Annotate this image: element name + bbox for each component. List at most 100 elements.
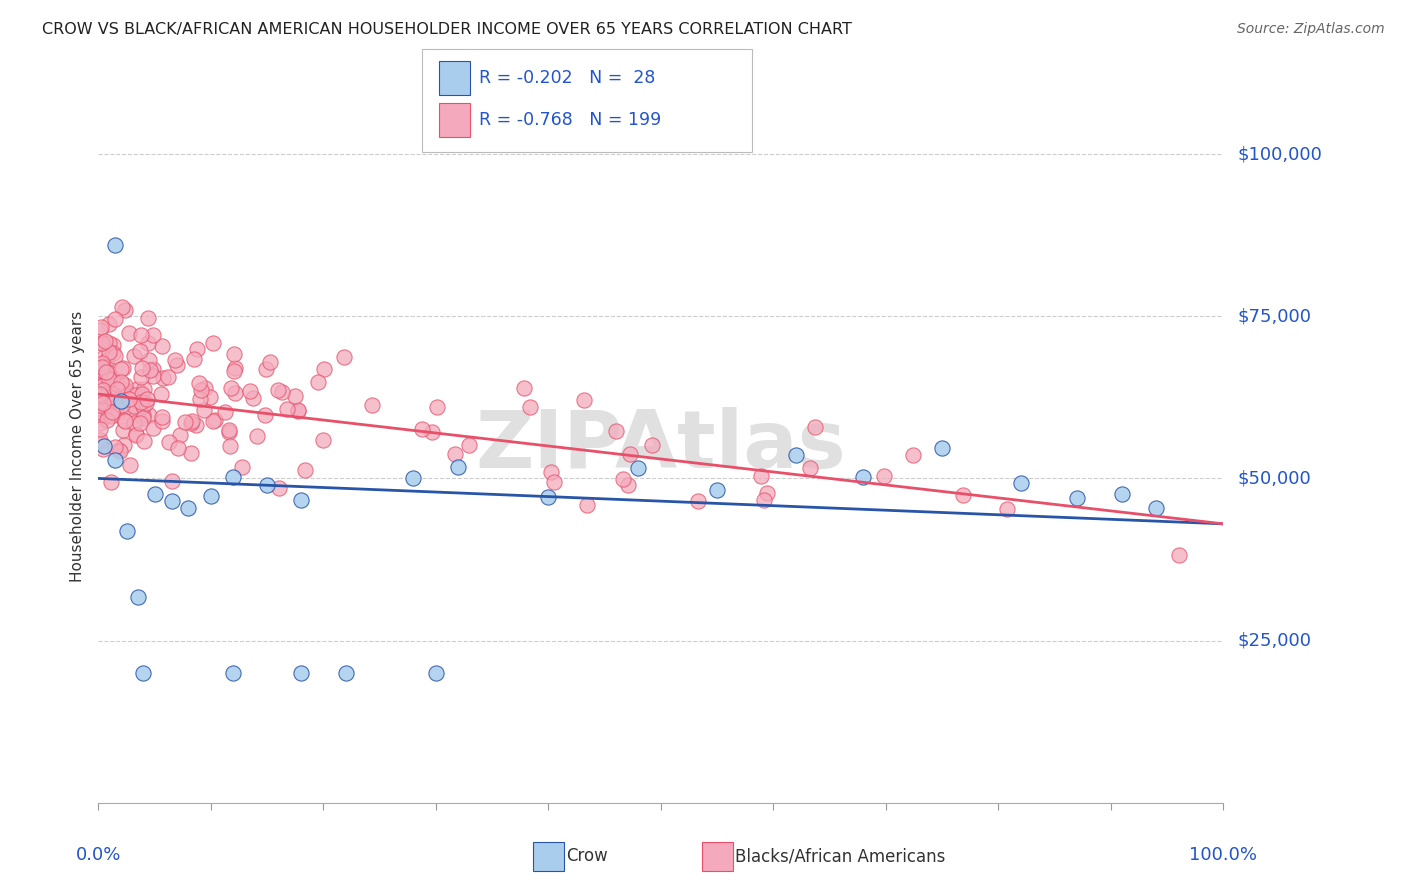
Point xyxy=(91,383,114,397)
Point xyxy=(619,447,641,461)
Point xyxy=(543,475,565,490)
Point xyxy=(129,327,152,342)
Point xyxy=(1144,501,1167,516)
Point xyxy=(166,358,188,372)
Point xyxy=(183,352,205,367)
Point xyxy=(457,438,479,452)
Point xyxy=(90,378,112,392)
Point xyxy=(142,327,165,342)
Point xyxy=(131,387,153,401)
Text: R = -0.202   N =  28: R = -0.202 N = 28 xyxy=(479,69,655,87)
Point xyxy=(150,414,173,428)
Text: Source: ZipAtlas.com: Source: ZipAtlas.com xyxy=(1237,22,1385,37)
Point xyxy=(852,470,875,484)
Point xyxy=(181,414,204,428)
Point xyxy=(117,326,139,341)
Text: Crow: Crow xyxy=(567,847,609,865)
Point xyxy=(271,385,294,400)
Point xyxy=(173,415,195,429)
Text: $50,000: $50,000 xyxy=(1237,469,1310,487)
Point xyxy=(426,400,449,414)
Point xyxy=(89,398,111,412)
Point xyxy=(1066,491,1088,506)
Point xyxy=(540,466,562,480)
Point xyxy=(100,409,122,423)
Point xyxy=(122,399,145,413)
Point xyxy=(118,392,141,406)
Point xyxy=(129,416,152,430)
Point xyxy=(218,423,240,437)
Point xyxy=(246,428,269,442)
Point xyxy=(294,462,316,476)
Point xyxy=(91,356,114,370)
Point xyxy=(89,397,111,411)
Point xyxy=(411,422,433,436)
Point xyxy=(287,403,309,417)
Point xyxy=(198,390,221,404)
Point xyxy=(152,371,174,385)
Point xyxy=(576,498,599,512)
Point xyxy=(572,393,595,408)
Point xyxy=(125,428,148,442)
Text: R = -0.768   N = 199: R = -0.768 N = 199 xyxy=(479,111,662,128)
Point xyxy=(128,344,150,359)
Point xyxy=(641,438,664,452)
Point xyxy=(114,302,136,317)
Point xyxy=(132,434,155,448)
Point xyxy=(169,428,191,442)
Point xyxy=(267,383,290,397)
Point xyxy=(89,388,111,402)
Point xyxy=(157,370,180,384)
Point xyxy=(190,383,212,397)
Point xyxy=(224,361,246,376)
Point xyxy=(952,488,974,502)
Point xyxy=(89,363,111,377)
Point xyxy=(219,439,242,453)
Point xyxy=(139,363,162,377)
Point xyxy=(307,375,329,389)
Point xyxy=(749,469,772,483)
Point xyxy=(290,492,312,507)
Point xyxy=(89,436,111,450)
Point xyxy=(104,452,127,467)
Point xyxy=(110,375,132,389)
Point xyxy=(132,411,155,425)
Point xyxy=(125,407,148,421)
Point xyxy=(901,448,924,462)
Point xyxy=(706,483,728,498)
Point xyxy=(194,381,217,395)
Point xyxy=(188,376,211,390)
Point xyxy=(111,300,134,314)
Point xyxy=(112,413,135,427)
Point xyxy=(91,396,114,410)
Point xyxy=(276,401,298,416)
Text: 100.0%: 100.0% xyxy=(1189,846,1257,863)
Text: 0.0%: 0.0% xyxy=(76,846,121,863)
Point xyxy=(89,387,111,401)
Point xyxy=(98,372,121,386)
Point xyxy=(89,422,111,436)
Point xyxy=(89,379,111,393)
Point xyxy=(129,395,152,409)
Point xyxy=(931,441,953,455)
Point xyxy=(132,382,155,396)
Point xyxy=(136,310,159,325)
Point xyxy=(91,336,114,351)
Point xyxy=(91,370,114,384)
Point xyxy=(108,443,131,458)
Point xyxy=(89,405,111,419)
Point xyxy=(122,349,145,363)
Point xyxy=(89,433,111,447)
Point xyxy=(239,384,262,399)
Point xyxy=(97,317,120,331)
Point xyxy=(93,374,115,388)
Point xyxy=(89,323,111,337)
Point xyxy=(108,442,131,457)
Y-axis label: Householder Income Over 65 years: Householder Income Over 65 years xyxy=(70,310,86,582)
Point xyxy=(105,382,128,396)
Point xyxy=(267,481,290,495)
Point xyxy=(616,478,638,492)
Point xyxy=(100,475,122,489)
Point xyxy=(259,355,281,369)
Point xyxy=(184,417,207,432)
